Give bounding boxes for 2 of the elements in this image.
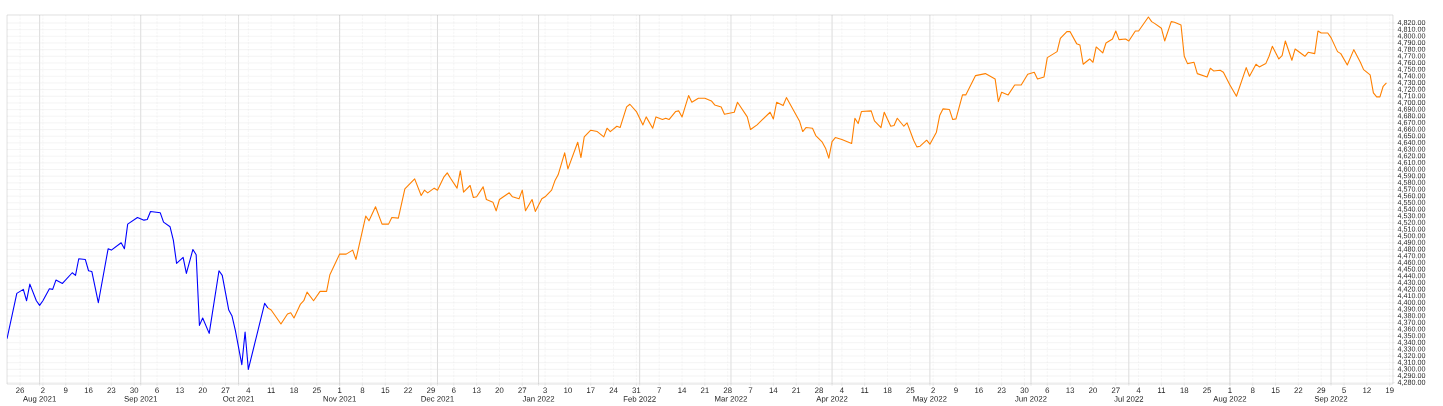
line-series (267, 16, 1387, 325)
line-series (7, 210, 269, 370)
